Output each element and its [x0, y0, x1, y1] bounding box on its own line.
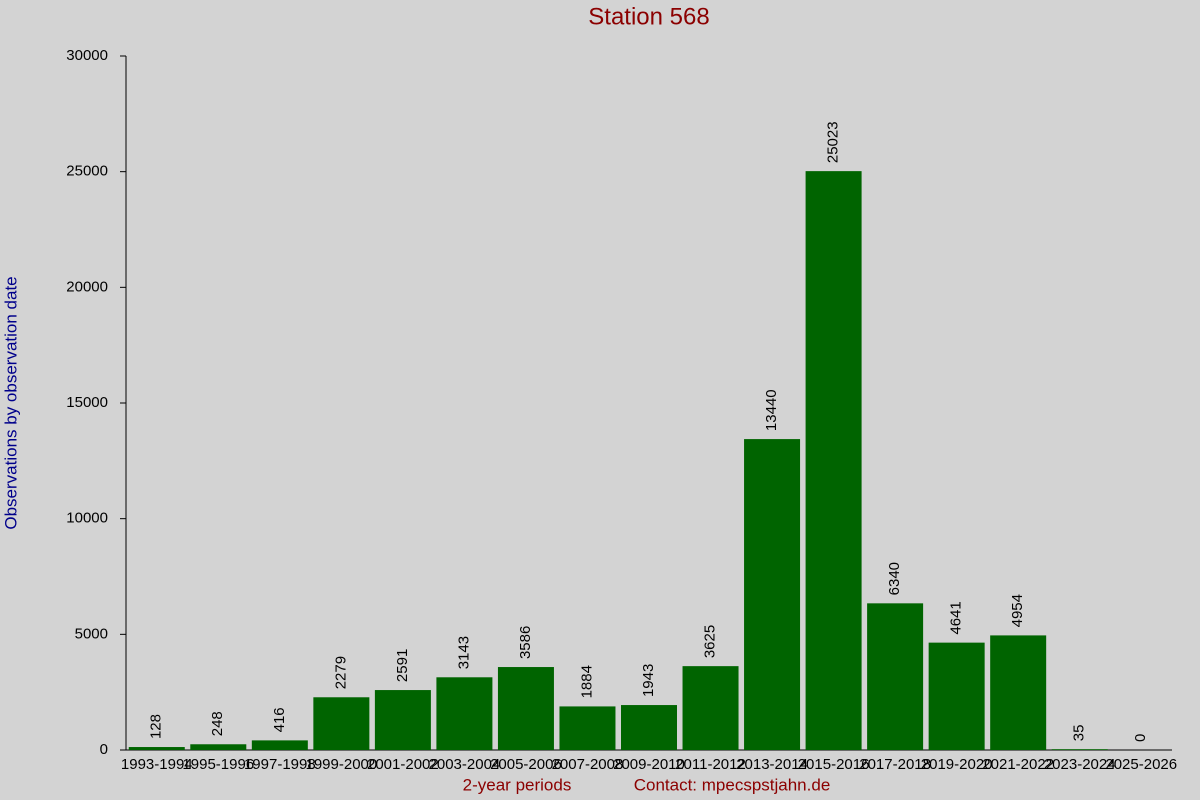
value-label: 4641	[948, 601, 965, 634]
y-tick-label: 15000	[66, 394, 108, 411]
value-label: 3625	[701, 625, 718, 658]
x-tick-label: 2025-2026	[1105, 756, 1177, 773]
x-tick-label: 2017-2018	[859, 756, 931, 773]
value-label: 2591	[394, 649, 411, 682]
bar	[251, 740, 308, 750]
value-label: 248	[209, 711, 226, 736]
bar	[621, 705, 677, 750]
x-tick-label: 1999-2000	[305, 756, 377, 773]
value-label: 1943	[640, 664, 657, 697]
x-tick-label: 2023-2024	[1044, 756, 1116, 773]
bar	[1051, 749, 1108, 750]
value-label: 1884	[578, 665, 595, 698]
x-tick-label: 1993-1994	[121, 756, 193, 773]
value-label: 2279	[332, 656, 349, 689]
value-label: 6340	[886, 562, 903, 595]
bar	[436, 677, 493, 750]
value-label: 3586	[517, 626, 534, 659]
x-tick-label: 2021-2022	[982, 756, 1054, 773]
bar	[374, 690, 431, 750]
y-axis-label: Observations by observation date	[1, 276, 20, 529]
bar	[805, 171, 862, 751]
bar	[128, 747, 185, 750]
x-tick-label: 2011-2012	[675, 756, 746, 773]
bar	[682, 666, 739, 750]
value-label: 25023	[825, 121, 842, 163]
y-tick-label: 5000	[75, 625, 108, 642]
chart-title: Station 568	[588, 3, 709, 30]
value-label: 13440	[763, 389, 780, 431]
x-tick-label: 2009-2010	[613, 756, 685, 773]
x-axis-label: 2-year periods	[463, 775, 572, 794]
contact: Contact: mpecspstjahn.de	[634, 775, 831, 794]
x-tick-label: 2005-2006	[490, 756, 562, 773]
x-tick-label: 2007-2008	[552, 756, 624, 773]
value-label: 0	[1132, 734, 1149, 742]
bar	[559, 706, 616, 750]
x-tick-label: 2015-2016	[798, 756, 870, 773]
bar	[497, 667, 554, 750]
y-tick-label: 20000	[66, 278, 108, 295]
x-tick-label: 1995-1996	[182, 756, 254, 773]
value-label: 3143	[455, 636, 472, 669]
value-label: 416	[271, 707, 288, 732]
x-tick-label: 2001-2002	[367, 756, 439, 773]
bar	[190, 744, 247, 750]
x-tick-label: 2003-2004	[429, 756, 501, 773]
value-label: 35	[1071, 725, 1088, 742]
y-tick-label: 10000	[66, 510, 108, 527]
y-tick-label: 30000	[66, 47, 108, 64]
y-tick-label: 0	[100, 741, 108, 758]
bar	[990, 635, 1047, 750]
y-tick-label: 25000	[66, 163, 108, 180]
x-tick-label: 1997-1998	[244, 756, 316, 773]
value-label: 128	[148, 714, 165, 739]
bar	[867, 603, 924, 750]
bar	[744, 439, 801, 750]
bar	[928, 642, 985, 750]
value-label: 4954	[1009, 594, 1026, 627]
x-tick-label: 2013-2014	[736, 756, 808, 773]
bar	[313, 697, 370, 750]
x-tick-label: 2019-2020	[921, 756, 993, 773]
